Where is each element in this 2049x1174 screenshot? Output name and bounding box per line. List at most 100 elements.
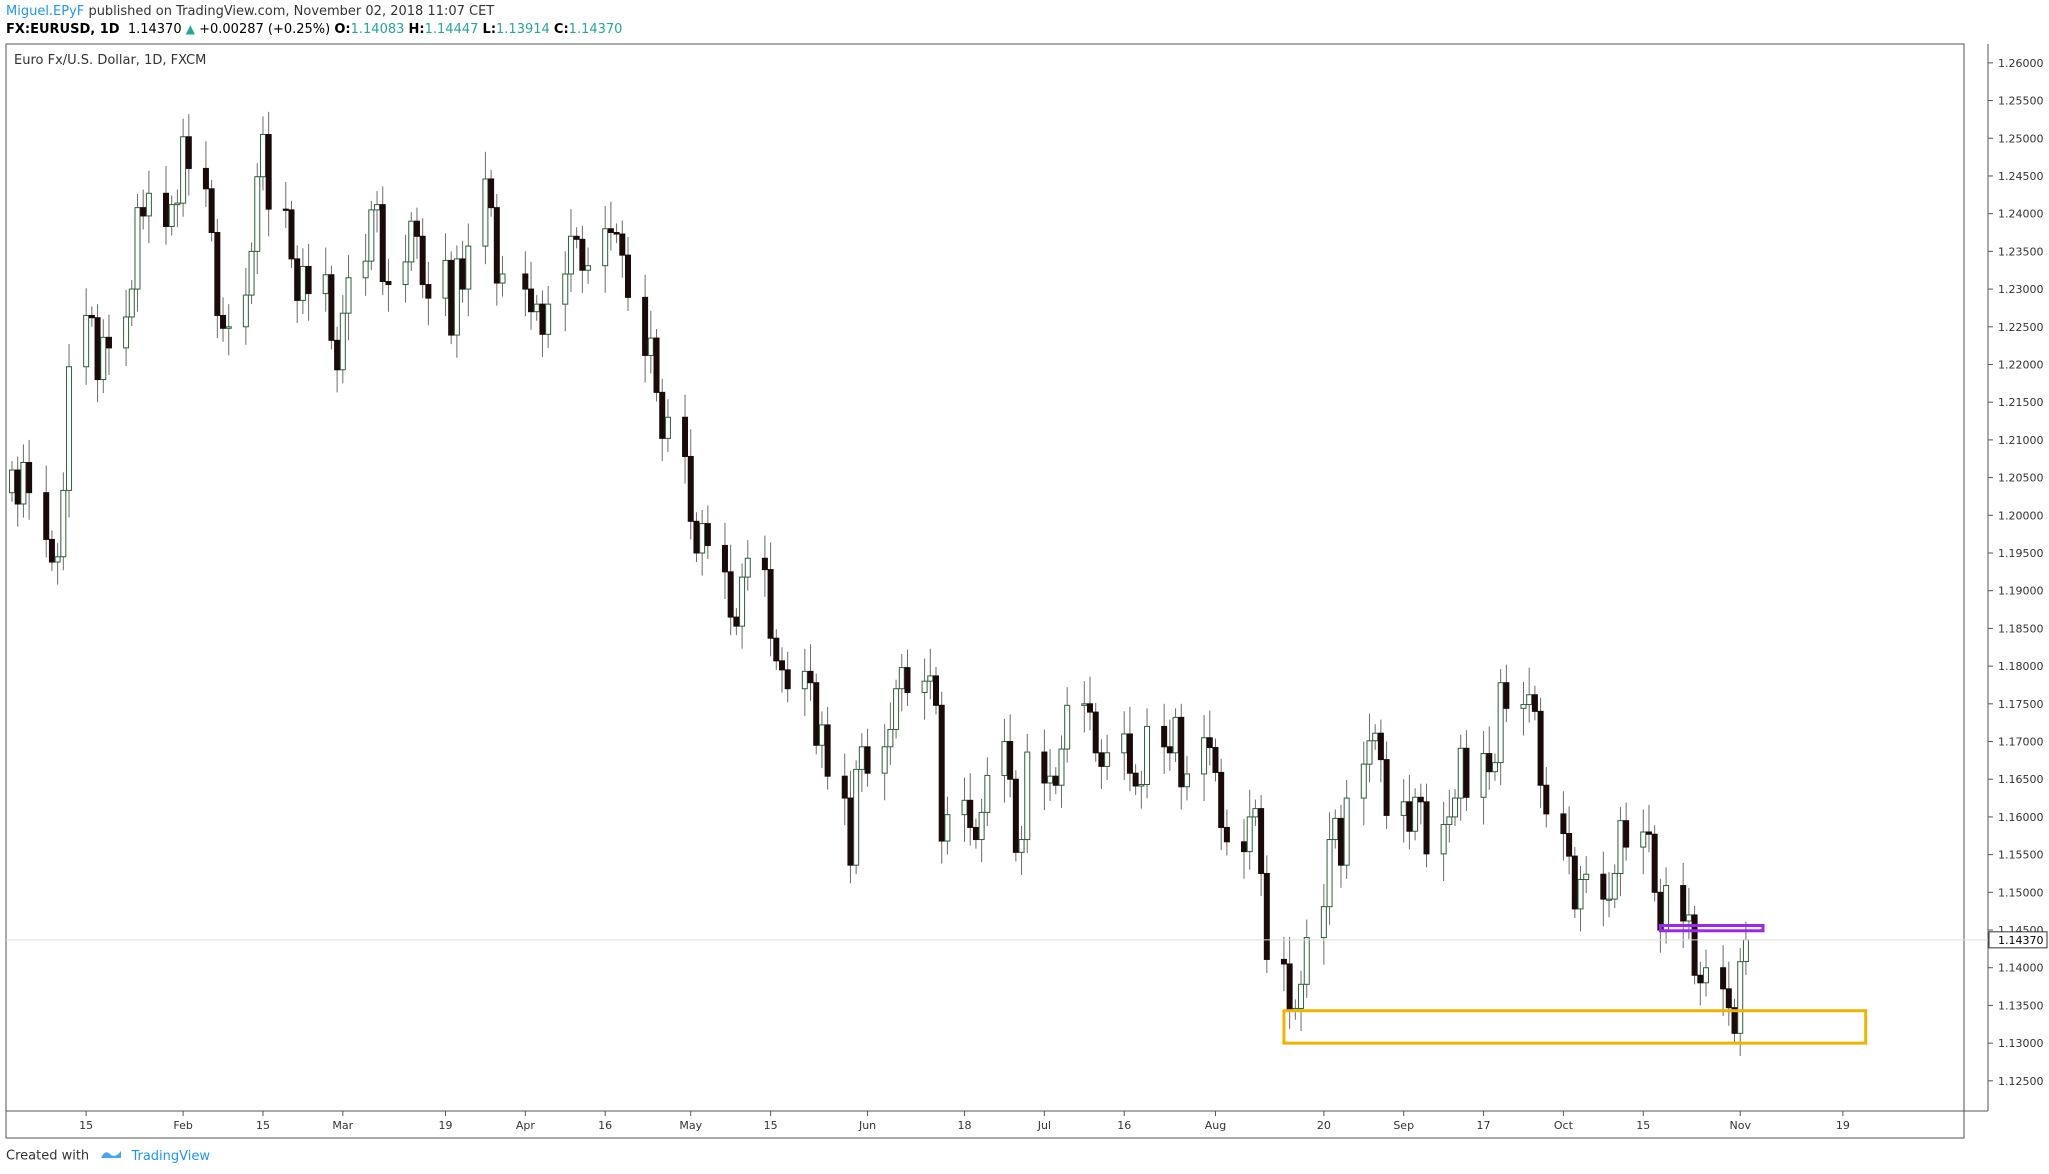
candle	[1406, 774, 1413, 850]
candle	[1104, 734, 1111, 780]
x-tick-label: 18	[958, 1119, 972, 1132]
candle	[1360, 741, 1367, 826]
candle-body-down	[185, 136, 192, 169]
candle	[442, 233, 449, 317]
x-tick-label: 15	[1636, 1119, 1650, 1132]
candle-body-up	[20, 462, 27, 505]
high-label: H:	[408, 22, 425, 37]
candle	[1480, 730, 1487, 825]
y-tick-label: 1.13000	[1998, 1037, 2044, 1050]
candle	[1206, 710, 1213, 766]
candle	[282, 181, 289, 228]
y-tick-label: 1.16000	[1998, 811, 2044, 824]
y-tick-label: 1.19500	[1998, 547, 2044, 560]
candle	[1611, 864, 1618, 909]
tradingview-logo-icon[interactable]	[99, 1148, 123, 1164]
candle	[322, 247, 329, 312]
candle	[453, 245, 460, 358]
candle-body-down	[1417, 796, 1424, 803]
candle-body-down	[1161, 725, 1168, 748]
candle	[1645, 804, 1652, 853]
symbol-label[interactable]: FX:EURUSD, 1D	[6, 22, 120, 37]
candle-body-down	[761, 557, 768, 571]
y-tick-label: 1.22000	[1998, 358, 2044, 371]
candle-body-down	[140, 207, 147, 217]
candle-body-up	[1742, 939, 1749, 962]
candle-body-up	[128, 288, 135, 318]
candle-body-down	[1571, 855, 1578, 910]
candle-body-down	[105, 336, 112, 349]
candle	[448, 251, 455, 345]
candle	[9, 460, 15, 502]
y-tick-label: 1.21000	[1998, 434, 2044, 447]
y-tick-label: 1.23500	[1998, 245, 2044, 258]
y-tick-label: 1.20500	[1998, 472, 2044, 485]
candle-body-up	[893, 688, 900, 730]
candle	[20, 444, 27, 518]
candle	[54, 543, 61, 585]
high-value: 1.14447	[424, 22, 479, 37]
author-link[interactable]: Miguel.EPyF	[6, 4, 85, 19]
candle	[1252, 799, 1259, 826]
y-tick-label: 1.24500	[1998, 170, 2044, 183]
candle-body-down	[847, 797, 854, 866]
candle	[1725, 961, 1732, 1026]
candle-body-up	[482, 178, 489, 247]
support-zone-box[interactable]	[1282, 1009, 1868, 1045]
candle-body-up	[1497, 682, 1504, 764]
candle	[105, 314, 112, 376]
x-tick-label: Jul	[1037, 1119, 1051, 1132]
candle	[265, 111, 272, 237]
candle-body-up	[739, 576, 746, 627]
candle-body-down	[539, 303, 546, 335]
candle-body-down	[459, 258, 466, 290]
candle-body-up	[54, 556, 61, 563]
x-tick-label: 19	[1836, 1119, 1850, 1132]
candle-body-down	[607, 228, 614, 234]
candle	[744, 540, 751, 591]
candle-body-up	[83, 314, 90, 368]
candle-body-up	[818, 724, 825, 746]
candle	[425, 261, 432, 326]
candle-body-up	[1138, 783, 1145, 787]
resistance-zone-box[interactable]	[1658, 924, 1765, 933]
candle-body-up	[442, 259, 449, 299]
candle-body-down	[721, 544, 728, 573]
candle-body-down	[1697, 974, 1704, 984]
tradingview-link[interactable]: TradingView	[131, 1148, 210, 1164]
candle	[761, 535, 768, 597]
candle	[978, 798, 985, 863]
candle	[482, 151, 489, 265]
candle	[208, 179, 215, 242]
candle-body-up	[567, 235, 574, 275]
candle	[1440, 801, 1447, 882]
candle	[682, 394, 689, 484]
x-tick-label: 15	[764, 1119, 778, 1132]
candle	[1520, 681, 1527, 736]
candle	[459, 240, 466, 303]
candle	[1138, 770, 1145, 809]
candle	[1332, 809, 1339, 849]
low-label: L:	[482, 22, 497, 37]
candle-body-up	[1360, 763, 1367, 799]
y-tick-label: 1.17500	[1998, 698, 2044, 711]
candle-body-down	[94, 317, 101, 381]
candle	[1320, 884, 1327, 965]
y-tick-label: 1.15500	[1998, 849, 2044, 862]
candle-body-down	[1041, 751, 1048, 784]
candle-body-up	[1400, 801, 1407, 816]
candle	[938, 691, 945, 864]
candle	[123, 289, 130, 366]
candle-body-up	[123, 316, 130, 349]
candle	[1064, 687, 1071, 763]
candle	[1497, 669, 1504, 786]
candle	[1121, 711, 1128, 780]
candle	[961, 777, 968, 842]
candle-body-down	[619, 233, 626, 256]
candle	[1081, 681, 1088, 733]
candle	[1372, 724, 1379, 750]
candle	[214, 218, 221, 339]
low-value: 1.13914	[496, 22, 550, 37]
candle	[408, 212, 415, 271]
